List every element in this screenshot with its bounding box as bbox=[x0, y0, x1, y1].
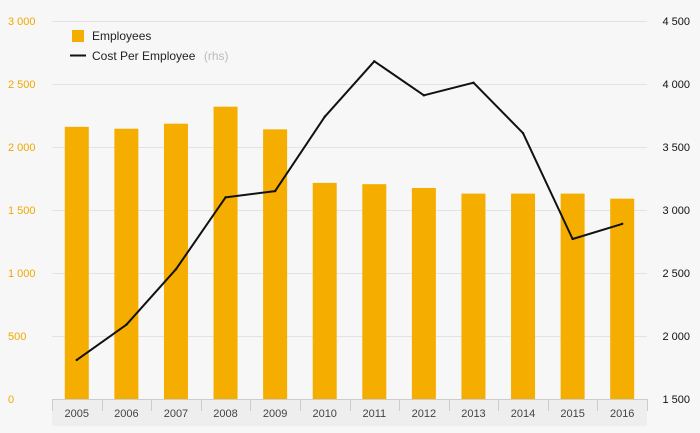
x-tick-label-2008: 2008 bbox=[213, 408, 237, 420]
left-tick-label: 2 500 bbox=[8, 79, 36, 91]
x-tick-label-2006: 2006 bbox=[114, 408, 138, 420]
cost-per-employee-point-2009 bbox=[273, 189, 277, 193]
cost-per-employee-line bbox=[76, 60, 623, 361]
right-tick-label: 2 000 bbox=[662, 331, 690, 343]
x-axis-band bbox=[52, 399, 647, 426]
left-tick-label: 500 bbox=[8, 331, 26, 343]
legend: Employees Cost Per Employee (rhs) bbox=[70, 29, 229, 64]
x-tick-label-2014: 2014 bbox=[511, 408, 535, 420]
x-axis: 2005 2006 2007 2008 2009 2010 2011 2012 2013 2014… bbox=[52, 399, 648, 426]
employees-bar-2013 bbox=[461, 193, 486, 399]
cost-per-employee-point-2015 bbox=[571, 237, 574, 241]
right-tick-label: 4 000 bbox=[662, 79, 690, 91]
employees-bar-2006 bbox=[114, 128, 139, 400]
left-tick-label: 2 000 bbox=[8, 142, 36, 154]
cost-per-employee-point-2006 bbox=[125, 323, 128, 326]
employees-bar-2009 bbox=[263, 129, 288, 400]
x-tick-label-2011: 2011 bbox=[362, 408, 386, 420]
left-tick-label: 1 500 bbox=[8, 205, 36, 217]
employees-bar-2016 bbox=[610, 198, 635, 399]
employees-bar-2008 bbox=[213, 106, 238, 400]
employees-bar-2011 bbox=[362, 184, 387, 399]
cost-per-employee-point-2010 bbox=[323, 115, 326, 118]
right-y-axis: 1 500 2 000 2 500 3 000 3 500 4 000 4 500 bbox=[662, 16, 690, 406]
left-tick-label: 0 bbox=[8, 394, 14, 406]
employees-bar-2012 bbox=[411, 187, 436, 399]
right-tick-label: 1 500 bbox=[662, 394, 690, 406]
employees-bar-2005 bbox=[64, 126, 89, 399]
x-tick-label-2005: 2005 bbox=[65, 408, 89, 420]
right-tick-label: 2 500 bbox=[662, 268, 690, 280]
left-tick-label: 3 000 bbox=[8, 16, 36, 28]
legend-cost-label: Cost Per Employee (rhs) bbox=[92, 47, 229, 64]
right-tick-label: 3 000 bbox=[662, 205, 690, 217]
gridlines bbox=[52, 21, 647, 337]
legend-employees-swatch bbox=[72, 30, 84, 42]
x-tick-label-2009: 2009 bbox=[263, 408, 287, 420]
legend-cost-rhs: (rhs) bbox=[204, 49, 229, 63]
cost-per-employee-point-2016 bbox=[621, 222, 624, 226]
cost-per-employee-point-2012 bbox=[422, 94, 426, 97]
employees-bar-2015 bbox=[560, 193, 585, 399]
employees-bars bbox=[64, 106, 635, 400]
cost-per-employee-point-2007 bbox=[174, 268, 178, 271]
right-tick-label: 4 500 bbox=[662, 16, 690, 28]
x-tick-label-2013: 2013 bbox=[461, 408, 485, 420]
left-tick-label: 1 000 bbox=[8, 268, 36, 280]
legend-employees-label: Employees bbox=[92, 29, 151, 43]
employees-bar-2007 bbox=[163, 123, 188, 399]
legend-cost-name: Cost Per Employee bbox=[92, 49, 196, 63]
cost-per-employee-point-2005 bbox=[75, 358, 78, 362]
cost-per-employee-point-2008 bbox=[224, 196, 227, 199]
employees-bar-2014 bbox=[511, 193, 536, 399]
employees-bar-2010 bbox=[312, 182, 337, 399]
cost-per-employee-point-2011 bbox=[373, 60, 376, 63]
left-y-axis: 0 500 1 000 1 500 2 000 2 500 3 000 bbox=[8, 16, 36, 406]
cost-per-employee-line-group bbox=[75, 60, 624, 362]
right-tick-label: 3 500 bbox=[662, 142, 690, 154]
cost-per-employee-point-2014 bbox=[521, 131, 525, 135]
x-tick-label-2007: 2007 bbox=[164, 408, 188, 420]
x-tick-label-2012: 2012 bbox=[412, 408, 436, 420]
cost-per-employee-point-2013 bbox=[472, 81, 475, 84]
x-tick-label-2010: 2010 bbox=[312, 408, 336, 420]
x-tick-label-2015: 2015 bbox=[560, 408, 584, 420]
x-tick-label-2016: 2016 bbox=[610, 408, 634, 420]
